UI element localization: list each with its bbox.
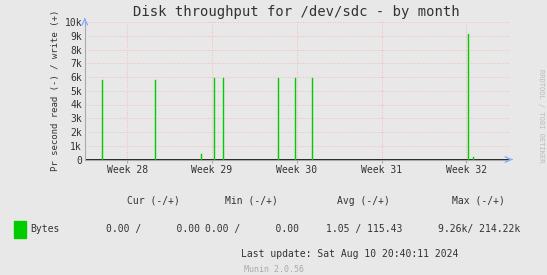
- Title: Disk throughput for /dev/sdc - by month: Disk throughput for /dev/sdc - by month: [133, 6, 460, 20]
- Text: Max (-/+): Max (-/+): [452, 196, 505, 205]
- Text: Bytes: Bytes: [30, 224, 60, 234]
- Text: 9.26k/ 214.22k: 9.26k/ 214.22k: [438, 224, 520, 234]
- Text: 1.05 / 115.43: 1.05 / 115.43: [325, 224, 402, 234]
- Text: 0.00 /      0.00: 0.00 / 0.00: [106, 224, 200, 234]
- Text: 0.00 /      0.00: 0.00 / 0.00: [205, 224, 299, 234]
- Y-axis label: Pr second read (-) / write (+): Pr second read (-) / write (+): [51, 10, 60, 171]
- Text: Avg (-/+): Avg (-/+): [337, 196, 390, 205]
- Text: Munin 2.0.56: Munin 2.0.56: [243, 265, 304, 274]
- Text: Min (-/+): Min (-/+): [225, 196, 278, 205]
- Text: RRDTOOL / TOBI OETIKER: RRDTOOL / TOBI OETIKER: [538, 69, 544, 162]
- Text: Cur (-/+): Cur (-/+): [127, 196, 179, 205]
- Text: Last update: Sat Aug 10 20:40:11 2024: Last update: Sat Aug 10 20:40:11 2024: [241, 249, 459, 259]
